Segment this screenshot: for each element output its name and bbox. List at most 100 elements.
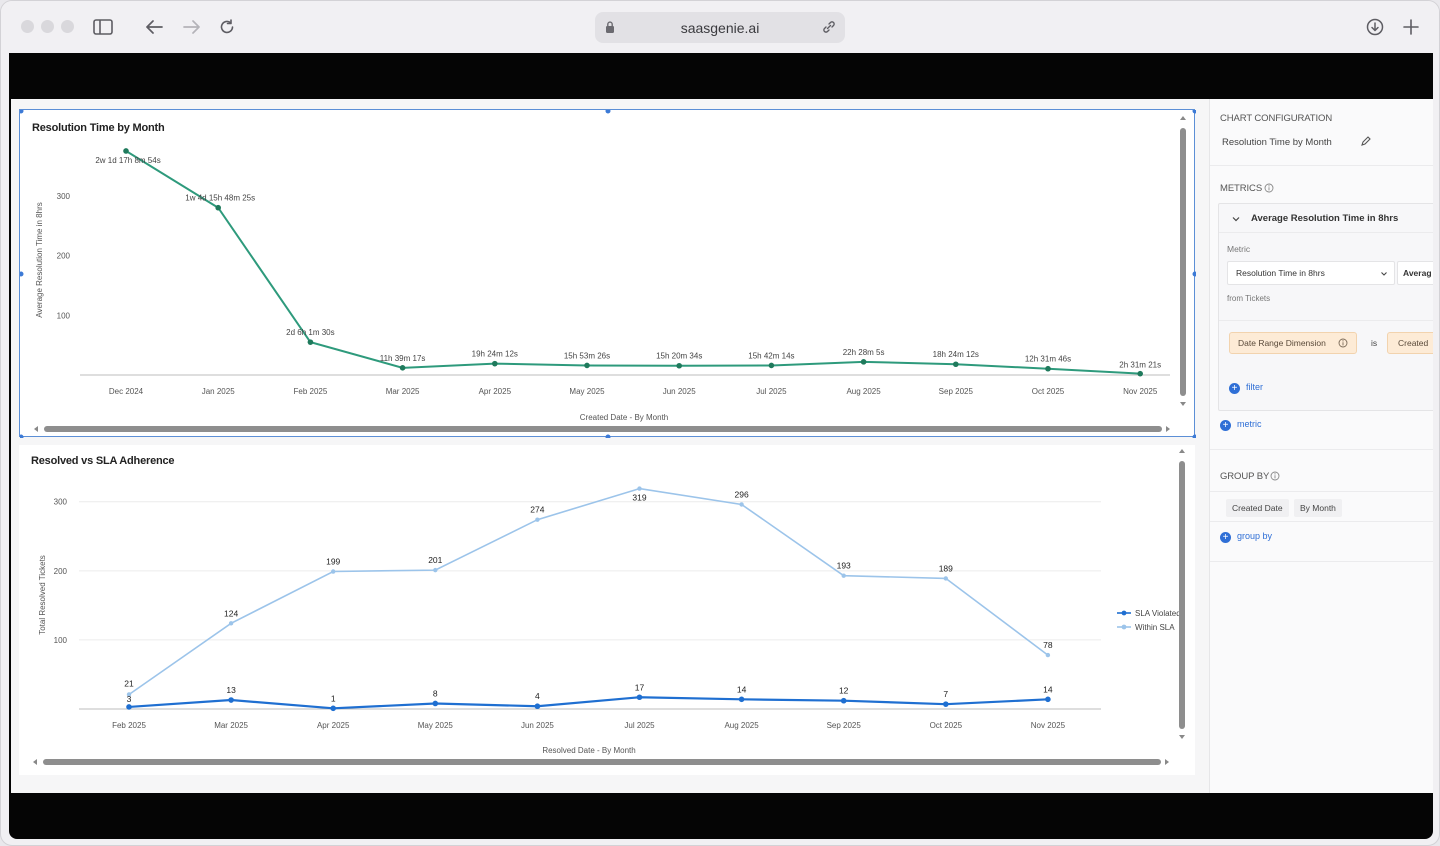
data-point [228, 621, 234, 626]
metric-source: from Tickets [1227, 294, 1271, 303]
data-label: 4 [535, 691, 540, 701]
metric-aggregation-select[interactable]: Averag [1397, 261, 1433, 285]
divider [1210, 491, 1433, 492]
legend-label: Within SLA [1135, 623, 1175, 632]
forward-arrow-icon[interactable] [179, 15, 203, 39]
downloads-icon[interactable] [1363, 15, 1387, 39]
groupby-heading: GROUP BY [1220, 471, 1270, 482]
scroll-left-arrow [34, 426, 38, 432]
chart-title: Resolved vs SLA Adherence [31, 455, 175, 467]
divider [1219, 232, 1433, 233]
data-label: 1w 4d 15h 48m 25s [185, 194, 255, 203]
x-tick-label: Oct 2025 [1032, 387, 1065, 396]
groupby-chip-field[interactable]: Created Date [1226, 499, 1289, 517]
back-arrow-icon[interactable] [143, 15, 167, 39]
chevron-down-icon[interactable] [1231, 214, 1241, 224]
divider [1219, 320, 1433, 321]
chart-title: Resolution Time by Month [32, 122, 165, 134]
metric-card: Average Resolution Time in 8hrs Metric R… [1218, 203, 1433, 411]
x-tick-label: Apr 2025 [479, 387, 512, 396]
add-groupby-link[interactable]: + group by [1220, 531, 1272, 543]
sidebar-toggle-icon[interactable] [91, 15, 115, 39]
data-label: 18h 24m 12s [933, 350, 979, 359]
selection-handle [20, 271, 24, 277]
data-point [841, 573, 846, 578]
series-line [128, 696, 1048, 710]
reload-icon[interactable] [215, 15, 239, 39]
plus-icon: + [1229, 383, 1240, 394]
data-label: 14 [1043, 684, 1053, 694]
data-label: 13 [226, 685, 236, 695]
x-tick-label: Jul 2025 [624, 721, 655, 730]
x-tick-label: Sep 2025 [827, 721, 862, 730]
vertical-scrollbar-thumb [1180, 128, 1186, 396]
selection-handle [1192, 271, 1196, 277]
x-tick-label: Feb 2025 [293, 387, 327, 396]
data-label: 199 [326, 557, 340, 567]
selection-handle [20, 110, 24, 114]
data-point [637, 486, 642, 491]
add-metric-link[interactable]: + metric [1220, 419, 1262, 431]
add-filter-link[interactable]: + filter [1229, 382, 1263, 394]
selection-handle [1192, 110, 1196, 114]
data-label: 3 [127, 694, 132, 704]
x-tick-label: Mar 2025 [214, 721, 248, 730]
data-point [1045, 652, 1051, 658]
new-tab-icon[interactable] [1399, 15, 1423, 39]
sla-adherence-chart-panel[interactable]: Resolved vs SLA Adherence 100 200 300 Feb 2… [19, 445, 1195, 775]
chart-name[interactable]: Resolution Time by Month [1222, 137, 1332, 148]
data-point [1137, 370, 1143, 377]
sla-adherence-chart: 100 200 300 Feb 2025 Mar 2025 Apr 2025 May 202… [33, 449, 1185, 765]
x-tick-label: Feb 2025 [112, 721, 146, 730]
x-tick-label: Jun 2025 [663, 387, 696, 396]
data-point [399, 365, 406, 371]
scroll-right-arrow [1166, 426, 1170, 432]
pencil-icon[interactable] [1360, 135, 1372, 147]
info-icon[interactable] [1270, 471, 1280, 481]
x-tick-label: Aug 2025 [724, 721, 759, 730]
filter-value-pill[interactable]: Created [1387, 332, 1433, 354]
add-groupby-label: group by [1237, 531, 1273, 541]
scroll-up-arrow [1180, 116, 1186, 120]
groupby-chip-granularity[interactable]: By Month [1294, 499, 1342, 517]
legend-marker [1121, 624, 1127, 630]
selection-handle [1192, 434, 1196, 438]
chevron-down-icon [1381, 272, 1387, 276]
link-icon[interactable] [821, 19, 837, 35]
divider [1210, 521, 1433, 522]
data-label: 274 [530, 505, 544, 515]
metric-title[interactable]: Average Resolution Time in 8hrs [1251, 213, 1399, 224]
data-label: 189 [939, 563, 953, 573]
close-window-button[interactable] [21, 20, 34, 33]
plus-icon: + [1220, 532, 1231, 543]
data-label: 15h 53m 26s [564, 351, 610, 360]
selection-handle [605, 434, 611, 438]
zoom-window-button[interactable] [61, 20, 74, 33]
legend-label: SLA Violated [1135, 609, 1181, 618]
series-line [128, 487, 1049, 696]
metric-field-select[interactable]: Resolution Time in 8hrs [1227, 261, 1395, 285]
metric-label: Metric [1227, 244, 1251, 254]
metrics-heading: METRICS [1220, 183, 1263, 194]
horizontal-scrollbar-thumb [43, 759, 1161, 765]
minimize-window-button[interactable] [41, 20, 54, 33]
selection-handle [20, 434, 24, 438]
x-tick-label: May 2025 [569, 387, 605, 396]
filter-pill[interactable]: Date Range Dimension [1229, 332, 1357, 354]
data-label: 8 [433, 688, 438, 698]
data-label: 12 [839, 686, 849, 696]
x-tick-label: Nov 2025 [1031, 721, 1066, 730]
scroll-right-arrow [1165, 759, 1169, 765]
data-label: 14 [737, 684, 747, 694]
data-point [860, 359, 867, 365]
info-icon[interactable] [1264, 183, 1274, 193]
data-label: 319 [632, 493, 646, 503]
data-label: 15h 42m 14s [748, 351, 794, 360]
x-tick-label: Apr 2025 [317, 721, 350, 730]
address-bar[interactable]: saasgenie.ai [595, 12, 845, 43]
data-label: 2h 31m 21s [1119, 361, 1161, 370]
url-text: saasgenie.ai [680, 20, 760, 36]
y-tick-label: 100 [54, 636, 68, 645]
y-tick-label: 300 [54, 498, 68, 507]
resolution-time-chart-panel[interactable]: Resolution Time by Month 100 200 300 Dec 20… [19, 109, 1196, 438]
